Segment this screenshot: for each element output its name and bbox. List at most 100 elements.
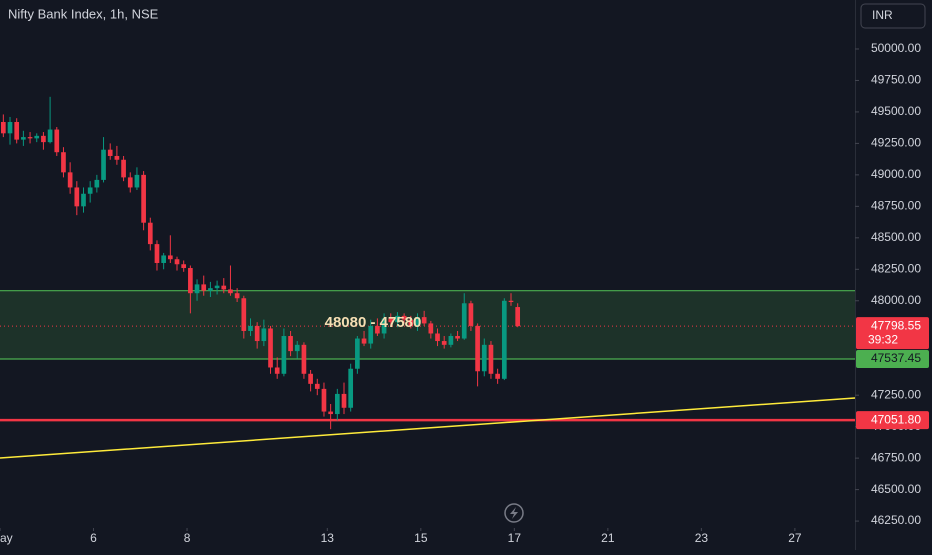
candle-body — [375, 325, 380, 334]
candle-body — [154, 244, 160, 263]
candle-body — [234, 293, 240, 299]
candle-body — [188, 268, 193, 294]
x-tick-label: 21 — [601, 531, 615, 545]
currency-button[interactable] — [860, 3, 926, 29]
candle-body — [288, 336, 293, 352]
candle-body — [334, 393, 340, 415]
candle-body — [161, 255, 166, 263]
x-tick-label: 6 — [90, 531, 97, 545]
candle-body — [54, 129, 60, 153]
x-tick-label: 13 — [321, 531, 335, 545]
candle-body — [241, 298, 247, 331]
candle-body — [488, 344, 494, 374]
candle-body — [321, 388, 327, 412]
candle-body — [21, 137, 26, 140]
y-tick-label: 50000.00 — [871, 41, 921, 55]
plot-area — [0, 96, 855, 459]
candle-body — [201, 284, 207, 291]
y-tick-label: 48750.00 — [871, 199, 921, 213]
level-price-label: 47051.80 — [871, 412, 921, 426]
candle-body — [508, 300, 514, 303]
candle-body — [14, 121, 20, 140]
candle-body — [248, 325, 253, 331]
countdown-label: 39:32 — [868, 332, 898, 346]
candle-body — [294, 344, 300, 352]
candle-body — [381, 318, 387, 334]
candle-body — [415, 317, 420, 326]
y-tick-label: 49000.00 — [871, 167, 921, 181]
candle-body — [408, 319, 414, 326]
candle-body — [475, 325, 480, 372]
candle-body — [441, 341, 447, 345]
last-price-label: 47798.55 — [871, 318, 921, 332]
y-tick-label: 46750.00 — [871, 450, 921, 464]
chart-title: Nifty Bank Index, 1h, NSE — [8, 6, 159, 21]
candle-body — [101, 149, 106, 180]
zone — [0, 290, 855, 359]
y-tick-label: 48000.00 — [871, 293, 921, 307]
candle-body — [388, 318, 394, 323]
candle-body — [254, 325, 260, 342]
candle-body — [141, 174, 146, 223]
x-tick-label: 15 — [414, 531, 428, 545]
candle-body — [134, 174, 140, 188]
candle-body — [147, 222, 153, 245]
currency-label[interactable]: INR — [872, 8, 893, 22]
candle-body — [515, 307, 521, 327]
candle-body — [435, 333, 440, 342]
y-tick-label: 47250.00 — [871, 387, 921, 401]
candle-body — [228, 289, 233, 294]
candle-body — [221, 285, 227, 290]
candle-body — [87, 187, 93, 194]
candle-body — [208, 288, 213, 291]
y-tick-label: 48500.00 — [871, 230, 921, 244]
candle-body — [181, 264, 187, 269]
level-price-box — [856, 411, 929, 430]
level-price-box — [856, 349, 929, 368]
level-price-label: 47537.45 — [871, 351, 921, 365]
candle-body — [495, 373, 500, 379]
candle-body — [114, 155, 120, 160]
candle-body — [67, 172, 73, 188]
y-tick-label: 49250.00 — [871, 136, 921, 150]
replay-icon[interactable] — [504, 503, 524, 523]
y-tick-label: 46500.00 — [871, 482, 921, 496]
candle-body — [261, 328, 267, 342]
trendline — [0, 397, 855, 459]
candle-body — [167, 255, 173, 260]
x-tick-label: 27 — [788, 531, 802, 545]
candle-body — [107, 149, 113, 156]
candle-body — [34, 135, 40, 139]
candle-body — [448, 336, 454, 345]
candle-body — [268, 328, 273, 368]
last-price-box — [856, 317, 929, 350]
candle-body — [355, 338, 360, 369]
candle-body — [361, 338, 367, 344]
candle-body — [27, 137, 33, 139]
candle-body — [468, 303, 474, 326]
candle-body — [314, 383, 320, 389]
y-tick-label: 46250.00 — [871, 513, 921, 527]
candle-body — [81, 193, 86, 207]
candle-body — [308, 373, 313, 384]
x-tick-label: ay — [0, 531, 13, 545]
candle-body — [401, 315, 407, 320]
candle-body — [328, 411, 333, 415]
candle-body — [47, 129, 53, 143]
candle-body — [41, 135, 46, 143]
candle-body — [461, 303, 467, 339]
candle-body — [501, 300, 507, 379]
y-tick-label: 49500.00 — [871, 104, 921, 118]
candle-body — [301, 344, 307, 374]
zone-label: 48080 - 47580 — [325, 314, 422, 331]
candle-body — [428, 323, 434, 334]
candle-body — [281, 336, 287, 374]
y-tick-label: 48250.00 — [871, 261, 921, 275]
candle-body — [368, 325, 374, 344]
x-tick-label: 23 — [695, 531, 709, 545]
candle-body — [395, 315, 400, 323]
x-tick-label: 17 — [508, 531, 522, 545]
candle-body — [174, 259, 180, 265]
